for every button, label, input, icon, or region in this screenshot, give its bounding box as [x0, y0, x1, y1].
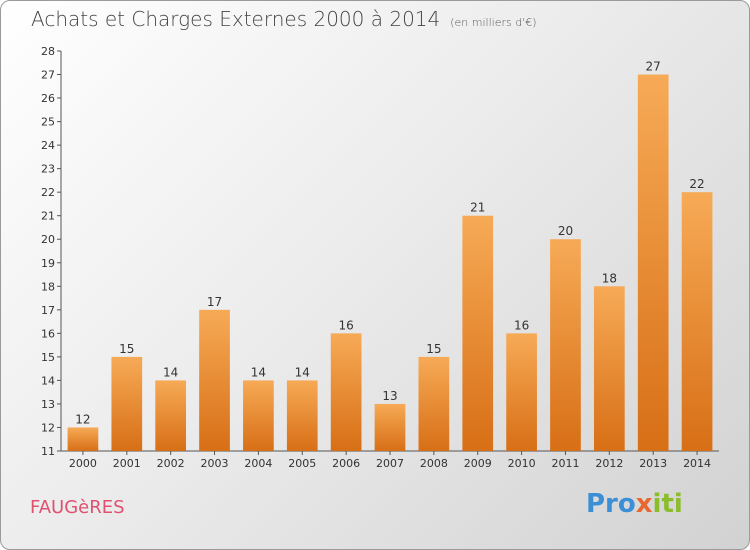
y-tick-label: 23 — [41, 163, 55, 176]
data-label: 14 — [163, 365, 178, 379]
y-tick-label: 11 — [41, 445, 55, 458]
chart-title: Achats et Charges Externes 2000 à 2014 (e… — [31, 7, 537, 31]
x-tick-label: 2001 — [113, 457, 141, 470]
data-label: 17 — [207, 295, 222, 309]
data-label: 14 — [295, 365, 310, 379]
data-label: 14 — [251, 365, 266, 379]
x-tick-label: 2012 — [595, 457, 623, 470]
data-label: 15 — [119, 342, 134, 356]
bar — [593, 286, 625, 451]
chart-subtitle: (en milliers d'€) — [450, 16, 537, 29]
data-label: 12 — [75, 412, 90, 426]
data-label: 15 — [426, 342, 441, 356]
y-tick-label: 25 — [41, 116, 55, 129]
x-tick-label: 2010 — [508, 457, 536, 470]
data-label: 16 — [514, 318, 529, 332]
data-label: 16 — [338, 318, 353, 332]
bar — [243, 380, 274, 451]
title-text: Achats et Charges Externes 2000 à 2014 — [31, 7, 441, 31]
location-label: FAUGèRES — [30, 497, 125, 518]
y-tick-label: 15 — [41, 351, 55, 364]
bar — [681, 192, 713, 452]
y-tick-label: 28 — [41, 45, 55, 58]
bar — [637, 74, 669, 451]
x-tick-label: 2007 — [376, 457, 404, 470]
bar — [286, 380, 318, 451]
y-tick-label: 27 — [41, 69, 55, 82]
bar — [330, 333, 362, 451]
logo-part-x: x — [635, 489, 653, 519]
y-tick-label: 24 — [41, 139, 55, 152]
x-tick-label: 2011 — [551, 457, 579, 470]
bar — [111, 356, 143, 451]
x-tick-label: 2014 — [683, 457, 711, 470]
data-label: 27 — [646, 60, 661, 74]
bar — [67, 427, 99, 451]
x-tick-label: 2008 — [420, 457, 448, 470]
bar — [418, 356, 450, 451]
x-tick-label: 2013 — [639, 457, 667, 470]
x-tick-label: 2005 — [288, 457, 316, 470]
bar — [506, 333, 537, 451]
y-tick-label: 18 — [41, 280, 55, 293]
proxiti-logo[interactable]: Proxiti — [586, 489, 683, 519]
data-label: 18 — [602, 271, 617, 285]
y-tick-label: 17 — [41, 304, 55, 317]
x-tick-label: 2009 — [464, 457, 492, 470]
x-tick-label: 2006 — [332, 457, 360, 470]
y-tick-label: 21 — [41, 210, 55, 223]
y-tick-label: 20 — [41, 233, 55, 246]
bar — [462, 215, 494, 451]
y-tick-label: 19 — [41, 257, 55, 270]
logo-part-iti: iti — [652, 489, 683, 519]
y-tick-label: 16 — [41, 327, 55, 340]
x-tick-label: 2002 — [157, 457, 185, 470]
y-tick-label: 13 — [41, 398, 55, 411]
x-tick-label: 2003 — [201, 457, 229, 470]
data-label: 22 — [689, 177, 704, 191]
y-tick-label: 22 — [41, 186, 55, 199]
bar — [199, 309, 230, 451]
x-tick-label: 2004 — [244, 457, 272, 470]
bar — [155, 380, 187, 451]
y-tick-label: 12 — [41, 421, 55, 434]
bar — [550, 239, 581, 451]
y-tick-label: 14 — [41, 374, 55, 387]
data-label: 13 — [382, 389, 397, 403]
data-label: 20 — [558, 224, 573, 238]
data-label: 21 — [470, 201, 485, 215]
x-tick-label: 2000 — [69, 457, 97, 470]
logo-part-pro: Pro — [586, 489, 636, 519]
y-tick-label: 26 — [41, 92, 55, 105]
bar — [374, 403, 406, 451]
